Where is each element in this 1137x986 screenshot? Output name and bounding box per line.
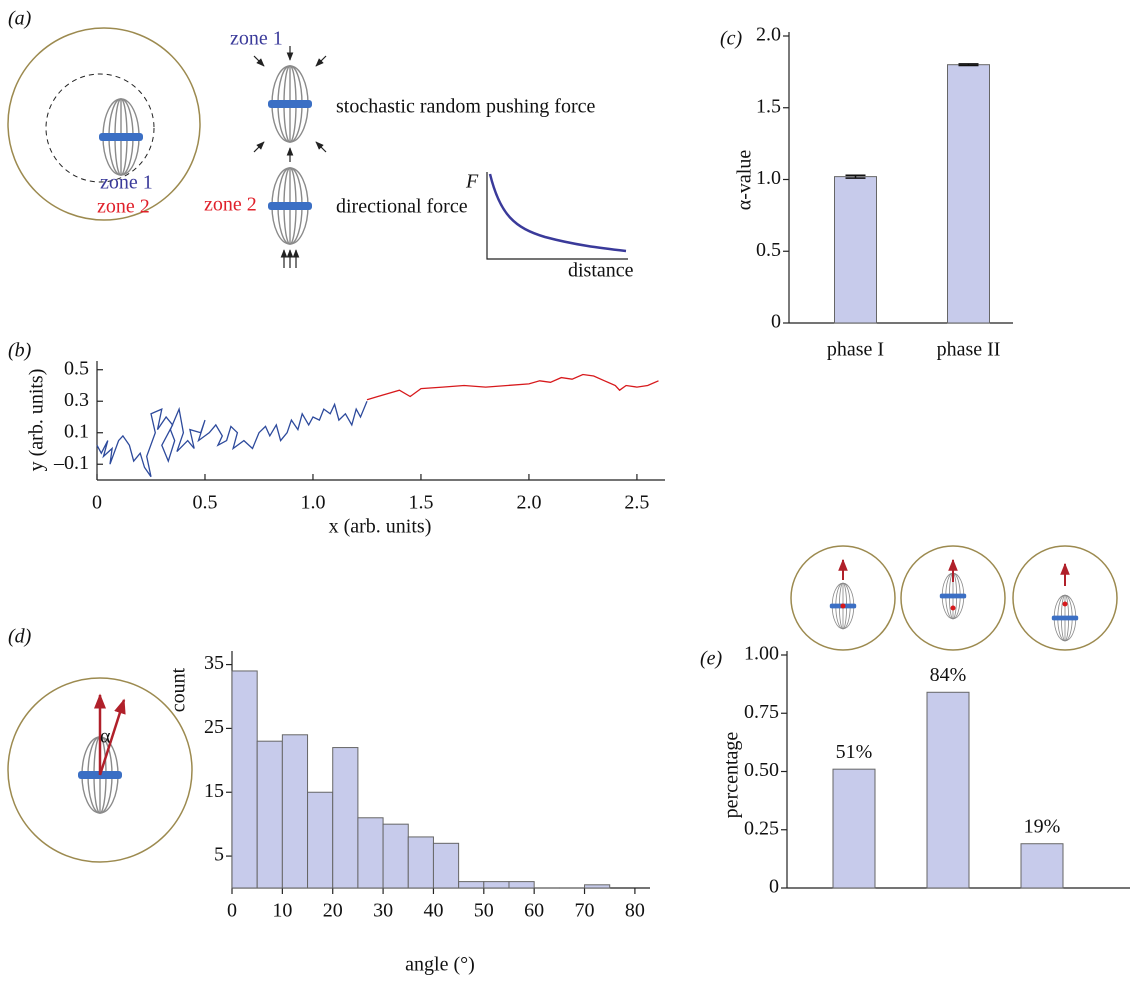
- panel-label: (d): [8, 626, 32, 648]
- cell: [790, 545, 896, 651]
- y-tick-label: 2.0: [756, 24, 781, 46]
- bar: [307, 791, 334, 889]
- inset-axes: [486, 172, 628, 260]
- bar: [584, 884, 611, 889]
- y-tick-label: 25: [204, 716, 224, 738]
- trajectory: [96, 400, 368, 478]
- cell: [7, 677, 193, 863]
- cell: [7, 27, 201, 221]
- bar: [432, 842, 460, 889]
- y-axis-label: percentage: [721, 732, 743, 819]
- y-tick-label: 0.25: [744, 817, 779, 839]
- spindle: [267, 65, 313, 143]
- bar: [834, 176, 877, 324]
- cell: [900, 545, 1006, 651]
- axis-label: F: [465, 171, 479, 193]
- y-tick-label: 0.5: [756, 239, 781, 261]
- y-axis-label: α-value: [734, 150, 756, 211]
- bar: [458, 881, 485, 889]
- panel-d-diagram: [7, 677, 193, 863]
- trajectory: [366, 373, 659, 401]
- force-arrows: [253, 46, 327, 162]
- panel-label: (e): [700, 648, 723, 670]
- x-tick-label: 10: [272, 900, 292, 922]
- zone-label: zone 1: [230, 28, 283, 50]
- force-curve: [488, 173, 627, 253]
- panel-label: (b): [8, 340, 32, 362]
- x-tick-label: 80: [625, 900, 645, 922]
- x-tick-label: 1.0: [300, 492, 325, 514]
- x-tick-label: 0.5: [192, 492, 217, 514]
- spindle: [98, 98, 144, 176]
- bar: [256, 740, 283, 889]
- bar: [407, 836, 434, 889]
- bar: [382, 823, 409, 889]
- bar: [281, 734, 309, 889]
- y-tick-label: 1.00: [744, 643, 779, 665]
- force-label: directional force: [336, 196, 468, 218]
- angle-arrows: [94, 693, 126, 776]
- bar: [832, 768, 876, 889]
- zone-label: zone 2: [204, 194, 257, 216]
- y-axis-label: y (arb. units): [26, 369, 48, 472]
- spindle: [267, 167, 313, 245]
- value-label: 19%: [1024, 815, 1061, 837]
- force-label: stochastic random pushing force: [336, 96, 595, 118]
- y-tick-label: 5: [214, 844, 224, 866]
- bar: [332, 747, 359, 889]
- panel-label: (a): [8, 8, 32, 30]
- x-tick-label: 70: [575, 900, 595, 922]
- y-tick-label: 1.5: [756, 95, 781, 117]
- y-tick-label: 0.3: [64, 389, 89, 411]
- bar: [483, 881, 510, 889]
- value-label: 84%: [930, 664, 967, 686]
- panel-label: (c): [720, 28, 743, 50]
- zone-label: zone 2: [97, 196, 150, 218]
- bar: [357, 817, 384, 889]
- annotation: α: [100, 726, 111, 748]
- x-tick-label: 30: [373, 900, 393, 922]
- x-tick-label: 20: [323, 900, 343, 922]
- y-tick-label: –0.1: [53, 452, 89, 474]
- x-tick-label: phase I: [827, 339, 884, 361]
- x-axis-label: x (arb. units): [329, 516, 432, 538]
- y-tick-label: 0.50: [744, 759, 779, 781]
- force-arrows: [280, 249, 300, 268]
- x-axis-label: angle (°): [405, 954, 475, 976]
- x-tick-label: 40: [423, 900, 443, 922]
- panel-a: (a) zone 1 zone 2 zone 1 stochastic rand…: [7, 8, 634, 282]
- panel-e-icons: [790, 545, 1118, 651]
- x-tick-label: 60: [524, 900, 544, 922]
- y-tick-label: 15: [204, 780, 224, 802]
- x-tick-label: 50: [474, 900, 494, 922]
- axis-label: distance: [568, 260, 634, 282]
- y-tick-label: 0.75: [744, 701, 779, 723]
- center-dot: [840, 603, 846, 609]
- x-tick-label: 0: [227, 900, 237, 922]
- y-axis-label: count: [168, 667, 190, 712]
- zone-label: zone 1: [100, 172, 153, 194]
- bar: [926, 691, 970, 889]
- cell: [1012, 545, 1118, 651]
- y-tick-label: 35: [204, 652, 224, 674]
- x-tick-label: 1.5: [408, 492, 433, 514]
- y-tick-label: 0.5: [64, 357, 89, 379]
- x-tick-label: 2.0: [516, 492, 541, 514]
- y-tick-label: 0: [769, 876, 779, 898]
- center-dot: [1062, 601, 1068, 607]
- y-tick-label: 1.0: [756, 167, 781, 189]
- x-tick-label: 0: [92, 492, 102, 514]
- bar: [231, 670, 258, 889]
- bar: [947, 64, 990, 324]
- x-tick-label: phase II: [937, 339, 1001, 361]
- bar: [508, 881, 535, 889]
- x-tick-label: 2.5: [624, 492, 649, 514]
- y-tick-label: 0: [771, 311, 781, 333]
- bar: [1020, 843, 1064, 889]
- center-dot: [950, 605, 956, 611]
- value-label: 51%: [836, 741, 873, 763]
- zone-boundary: [45, 73, 155, 183]
- y-tick-label: 0.1: [64, 420, 89, 442]
